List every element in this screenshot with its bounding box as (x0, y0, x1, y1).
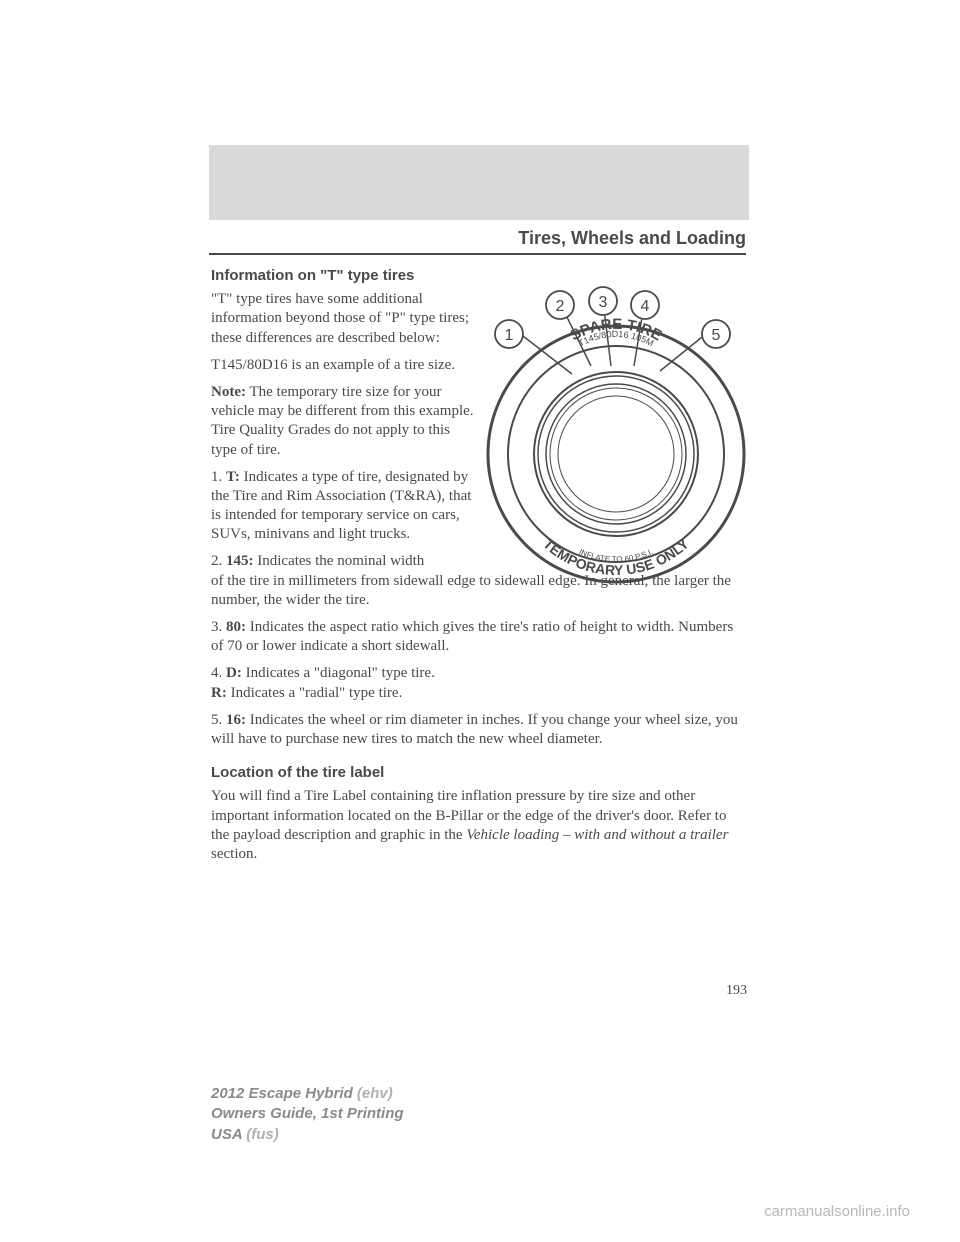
section-title-tire-label: Location of the tire label (211, 763, 746, 782)
paragraph: 3. 80: Indicates the aspect ratio which … (211, 618, 746, 656)
callout-num: 3 (599, 294, 608, 311)
header-gray-block (209, 145, 749, 220)
paragraph: T145/80D16 is an example of a tire size. (211, 356, 475, 375)
text: 1. (211, 469, 226, 485)
text: 2. (211, 553, 226, 569)
text: Indicates the nominal width (254, 553, 425, 569)
item-bold: T: (226, 469, 240, 485)
page-number: 193 (726, 983, 747, 999)
paragraph: You will find a Tire Label containing ti… (211, 787, 746, 864)
item-bold: 145: (226, 553, 254, 569)
footer-code: (ehv) (357, 1085, 393, 1102)
footer-block: 2012 Escape Hybrid (ehv) Owners Guide, 1… (211, 1084, 404, 1145)
callout-num: 1 (505, 327, 514, 344)
text: Indicates the wheel or rim diameter in i… (211, 712, 738, 747)
item-bold: D: (226, 665, 242, 681)
callout-num: 2 (556, 298, 565, 315)
text: The temporary tire size for your vehicle… (211, 384, 474, 458)
text: 5. (211, 712, 226, 728)
paragraph: "T" type tires have some additional info… (211, 290, 475, 348)
item-bold: R: (211, 685, 227, 701)
paragraph: Note: The temporary tire size for your v… (211, 383, 475, 460)
note-label: Note: (211, 384, 246, 400)
paragraph: 5. 16: Indicates the wheel or rim diamet… (211, 711, 746, 749)
italic-text: Vehicle loading – with and without a tra… (466, 827, 728, 843)
callout-num: 5 (712, 327, 721, 344)
footer-model: 2012 Escape Hybrid (211, 1085, 357, 1102)
chapter-heading: Tires, Wheels and Loading (209, 228, 746, 255)
text: section. (211, 846, 257, 862)
text: 3. (211, 619, 226, 635)
footer-guide: Owners Guide, 1st Printing (211, 1104, 404, 1124)
text: Indicates a type of tire, designated by … (211, 469, 471, 543)
paragraph: 4. D: Indicates a "diagonal" type tire. … (211, 664, 746, 702)
item-bold: 80: (226, 619, 246, 635)
text: Indicates the aspect ratio which gives t… (211, 619, 733, 654)
callout-num: 4 (641, 298, 650, 315)
footer-region: USA (211, 1126, 246, 1143)
spare-tire-diagram: SPARE TIRE T145/80D16 105M TEMPORARY USE… (476, 279, 756, 589)
watermark: carmanualsonline.info (764, 1203, 910, 1220)
text: Indicates a "radial" type tire. (227, 685, 403, 701)
item-bold: 16: (226, 712, 246, 728)
text: 4. (211, 665, 226, 681)
footer-code: (fus) (246, 1126, 279, 1143)
text: Indicates a "diagonal" type tire. (242, 665, 435, 681)
paragraph: 1. T: Indicates a type of tire, designat… (211, 468, 475, 545)
